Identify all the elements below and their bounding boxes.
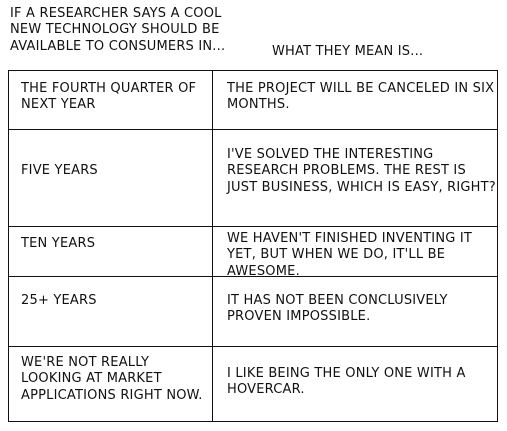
row-divider — [9, 276, 497, 277]
row-5-meaning: I LIKE BEING THE ONLY ONE WITH A HOVERCA… — [227, 366, 466, 398]
row-divider — [9, 346, 497, 347]
row-3-claim: TEN YEARS — [21, 236, 96, 251]
translation-table: THE FOURTH QUARTER OF NEXT YEAR THE PROJ… — [8, 70, 498, 422]
header-answer: WHAT THEY MEAN IS... — [272, 44, 424, 59]
row-divider — [9, 129, 497, 130]
row-4-claim: 25+ YEARS — [21, 293, 97, 308]
header-question: IF A RESEARCHER SAYS A COOL NEW TECHNOLO… — [10, 6, 226, 54]
row-2-claim: FIVE YEARS — [21, 163, 98, 178]
row-divider — [9, 226, 497, 227]
row-3-meaning: WE HAVEN'T FINISHED INVENTING IT YET, BU… — [227, 231, 473, 279]
row-4-meaning: IT HAS NOT BEEN CONCLUSIVELY PROVEN IMPO… — [227, 293, 448, 325]
row-1-meaning: THE PROJECT WILL BE CANCELED IN SIX MONT… — [227, 81, 495, 113]
row-2-meaning: I'VE SOLVED THE INTERESTING RESEARCH PRO… — [227, 147, 496, 195]
column-divider — [212, 71, 213, 421]
row-5-claim: WE'RE NOT REALLY LOOKING AT MARKET APPLI… — [21, 355, 203, 403]
row-1-claim: THE FOURTH QUARTER OF NEXT YEAR — [21, 81, 197, 113]
